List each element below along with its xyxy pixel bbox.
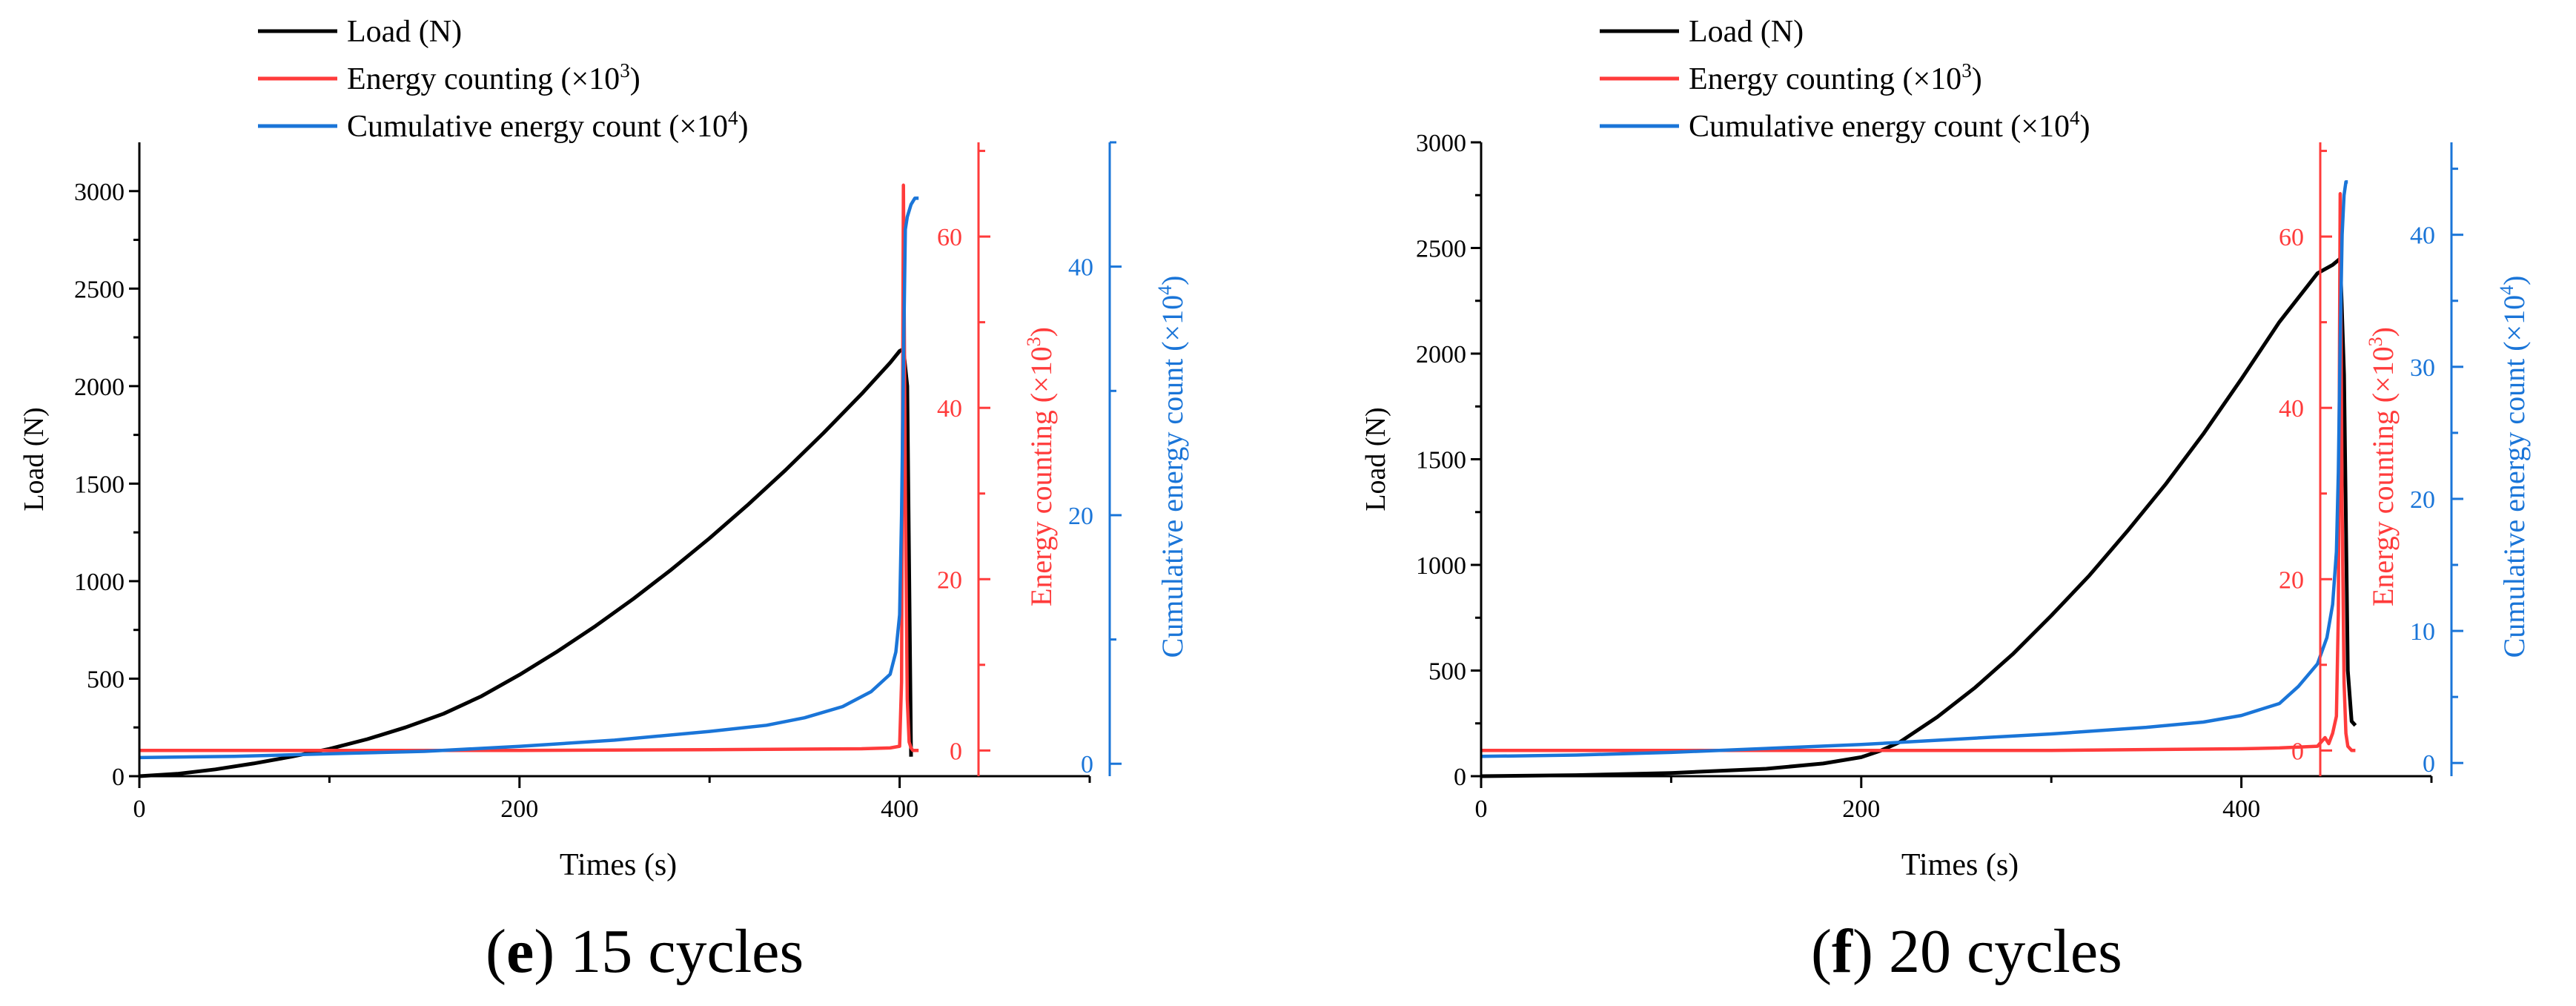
caption: (e) 15 cycles [486, 917, 804, 986]
x-axis-title: Times (s) [560, 848, 677, 882]
chart-panel-f: Load (N) Energy counting (×103) Cumulative… [1342, 0, 2576, 1006]
load-tick-label: 1500 [1416, 447, 1466, 474]
load-tick-label: 2500 [1416, 236, 1466, 263]
caption-text: 20 cycles [1873, 917, 2122, 986]
load-tick-label: 3000 [74, 179, 125, 206]
cumulative-tick-label: 20 [1068, 503, 1093, 530]
x-tick-label: 0 [133, 795, 146, 823]
load-tick-label: 2000 [74, 374, 125, 401]
load-tick-label: 500 [87, 666, 125, 693]
energy-axis-title: Energy counting (×103) [1023, 327, 1058, 606]
caption-text: 15 cycles [554, 917, 804, 986]
legend-load-label: Load (N) [347, 15, 462, 49]
cumulative-axis-title: Cumulative energy count (×104) [1154, 276, 1189, 658]
chart-svg: Load (N) Energy counting (×103) Cumulative… [1360, 15, 2531, 882]
x-axis-title: Times (s) [1901, 848, 2019, 882]
cumulative-tick-label: 0 [1081, 751, 1093, 778]
energy-tick-label: 20 [937, 566, 962, 594]
energy-tick-label: 60 [2279, 224, 2304, 251]
load-axis-title: Load (N) [19, 407, 50, 511]
load-tick-label: 0 [1454, 764, 1466, 791]
caption-letter: e [506, 917, 534, 986]
caption-letter: f [1831, 917, 1852, 986]
series-line-cumulative [1480, 180, 2348, 758]
legend-load-label: Load (N) [1689, 15, 1804, 49]
x-tick-label: 400 [881, 795, 918, 823]
cumulative-axis-title: Cumulative energy count (×104) [2496, 276, 2531, 658]
load-tick-label: 2500 [74, 276, 125, 303]
x-tick-label: 400 [2222, 795, 2260, 823]
energy-tick-label: 0 [2291, 738, 2304, 765]
series-line-energy [139, 183, 919, 752]
cumulative-tick-label: 20 [2410, 486, 2435, 514]
load-tick-label: 0 [112, 764, 125, 791]
cumulative-tick-label: 0 [2423, 750, 2435, 778]
load-tick-label: 1500 [74, 471, 125, 498]
series-line-cumulative [139, 196, 919, 760]
caption: (f) 20 cycles [1811, 917, 2122, 986]
legend-energy-label: Energy counting (×103) [347, 59, 640, 96]
load-axis-title: Load (N) [1360, 407, 1391, 511]
chart-svg: Load (N) Energy counting (×103) Cumulative… [19, 15, 1189, 882]
energy-axis-title: Energy counting (×103) [2365, 327, 2400, 606]
load-tick-label: 3000 [1416, 130, 1466, 157]
legend-energy-label: Energy counting (×103) [1689, 59, 1982, 96]
energy-tick-label: 0 [950, 738, 962, 765]
load-tick-label: 2000 [1416, 341, 1466, 368]
energy-tick-label: 40 [937, 395, 962, 423]
cumulative-tick-label: 40 [2410, 222, 2435, 250]
series-line-load [1480, 257, 2357, 778]
chart-panel-e: Load (N) Energy counting (×103) Cumulative… [19, 15, 1189, 986]
series-line-load [139, 347, 913, 778]
x-tick-label: 200 [500, 795, 538, 823]
energy-tick-label: 60 [937, 224, 962, 251]
energy-tick-label: 40 [2279, 395, 2304, 423]
cumulative-tick-label: 40 [1068, 254, 1093, 282]
load-tick-label: 500 [1428, 658, 1466, 686]
series-line-energy [1481, 192, 2356, 752]
legend-cumulative-label: Cumulative energy count (×104) [1689, 107, 2090, 144]
energy-tick-label: 20 [2279, 566, 2304, 594]
x-tick-label: 0 [1475, 795, 1488, 823]
load-tick-label: 1000 [1416, 552, 1466, 580]
load-tick-label: 1000 [74, 569, 125, 596]
legend-cumulative-label: Cumulative energy count (×104) [347, 107, 748, 144]
x-tick-label: 200 [1842, 795, 1880, 823]
cumulative-tick-label: 30 [2410, 354, 2435, 382]
cumulative-tick-label: 10 [2410, 618, 2435, 646]
